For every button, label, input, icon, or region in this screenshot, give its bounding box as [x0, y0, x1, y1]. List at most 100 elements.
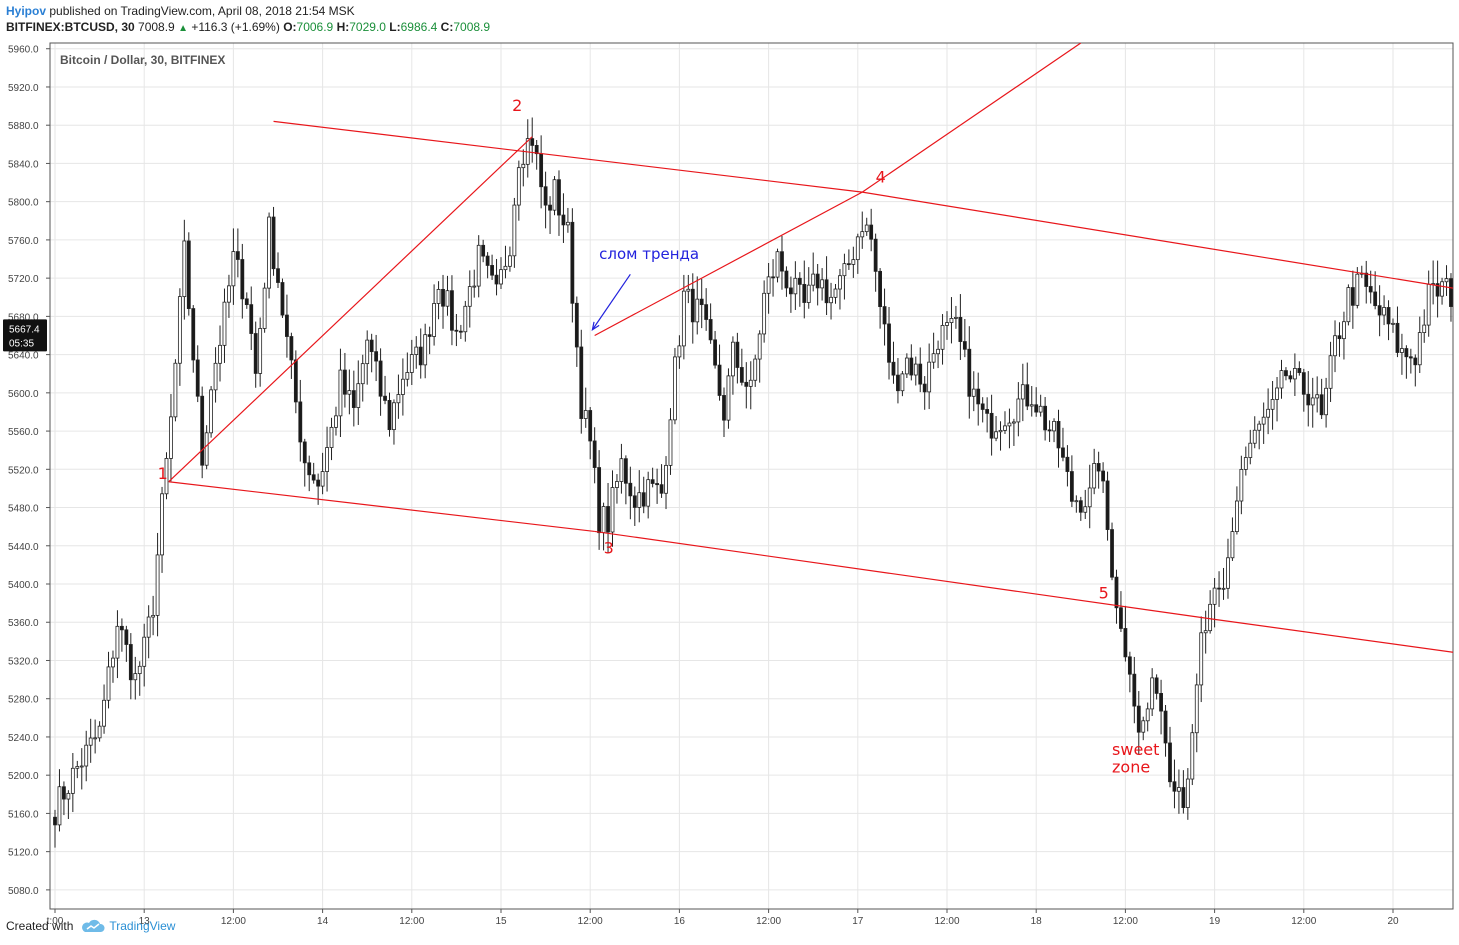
candle-body [726, 375, 731, 421]
tradingview-logo-link[interactable]: TradingView [81, 919, 175, 933]
candle-body [293, 359, 298, 403]
trendline[interactable] [861, 43, 1082, 193]
candle-body [797, 277, 802, 285]
trendline[interactable] [273, 120, 863, 193]
y-tick-label: 5280.0 [8, 695, 39, 706]
candle-body [1016, 398, 1021, 423]
candle-body [1078, 500, 1083, 513]
candle-body [57, 786, 62, 826]
candle-body [887, 323, 891, 363]
candle-body [427, 334, 432, 337]
candle-body [1123, 628, 1128, 658]
candle-body [177, 296, 182, 364]
candle-body [601, 506, 606, 534]
price-badge-countdown: 05:35 [9, 338, 34, 349]
candle-body [1025, 384, 1030, 407]
candle-body [998, 429, 1003, 433]
candle-body [722, 395, 726, 421]
candle-body [1065, 456, 1070, 472]
time-axis[interactable]: t:00 13 12:00 14 12:00 15 12:00 16 12:00 17 12:00 1… [47, 909, 1399, 927]
candle-body [1297, 368, 1302, 374]
trendline[interactable] [862, 191, 1459, 300]
x-tick-label: 17 [852, 916, 864, 927]
candle-body [1239, 469, 1244, 502]
candle-body [606, 506, 610, 533]
candle-body [227, 285, 231, 303]
trendline[interactable] [594, 530, 1215, 620]
x-tick-label: 16 [674, 916, 686, 927]
candle-body [1257, 423, 1262, 431]
y-tick-label: 5840.0 [8, 159, 39, 170]
candle-body [70, 767, 75, 794]
candle-body [690, 288, 695, 323]
trendline[interactable] [168, 481, 595, 533]
candle-body [1150, 677, 1155, 710]
candle-body [976, 388, 981, 405]
candle-body [1190, 732, 1195, 780]
trendline[interactable] [1214, 618, 1459, 662]
candle-body [142, 636, 147, 667]
candle-body [632, 495, 637, 508]
candle-body [360, 363, 365, 385]
candle-body [204, 432, 209, 466]
candle-body [860, 231, 865, 238]
candle-body [485, 255, 490, 266]
candle-body [302, 441, 307, 464]
candle-body [1029, 404, 1034, 407]
candle-body [1226, 557, 1230, 589]
candle-body [463, 305, 468, 333]
candle-body [387, 400, 392, 431]
candle-body [356, 383, 361, 408]
close-value: 7008.9 [453, 20, 491, 34]
candle-body [1275, 387, 1279, 400]
candle-body [936, 348, 940, 355]
candle-body [271, 216, 276, 270]
low-value: 6986.4 [400, 20, 438, 34]
trendline[interactable] [594, 191, 863, 337]
candle-body [102, 699, 106, 727]
candle-body [931, 353, 936, 363]
chart-grid [50, 43, 1453, 909]
candle-body [1127, 656, 1132, 675]
candlestick-series [53, 117, 1453, 848]
candle-body [351, 390, 356, 408]
annotation-label: 4 [876, 168, 886, 187]
candle-body [133, 673, 138, 681]
author-link[interactable]: Hyipov [6, 4, 47, 18]
candle-body [218, 344, 222, 364]
candle-body [1315, 394, 1320, 399]
candle-body [735, 341, 740, 368]
price-change: +116.3 (+1.69%) [191, 20, 280, 34]
x-tick-label: 12:00 [221, 916, 246, 927]
candle-body [793, 277, 798, 295]
candle-body [771, 276, 775, 279]
trendline[interactable] [168, 136, 533, 483]
candle-body [615, 481, 619, 488]
candle-body [369, 339, 374, 353]
candle-body [347, 390, 352, 395]
candle-body [334, 415, 338, 428]
candle-body [1252, 429, 1257, 444]
candle-body [128, 644, 133, 681]
trendlines[interactable] [168, 43, 1459, 662]
y-tick-label: 5200.0 [8, 771, 39, 782]
candle-body [958, 316, 963, 342]
candle-body [610, 487, 615, 533]
candle-body [97, 725, 102, 739]
candle-body [1270, 399, 1275, 410]
candle-body [1101, 470, 1105, 482]
candle-body [597, 467, 602, 534]
candle-body [378, 360, 383, 397]
candle-body [1319, 394, 1324, 416]
candle-body [1141, 720, 1146, 733]
candle-body [1364, 272, 1369, 287]
annotation-label: 3 [604, 538, 614, 557]
price-axis[interactable]: 5960.0 5920.0 5880.0 5840.0 5800.0 5760.0 5720… [8, 45, 50, 897]
candle-body [713, 339, 717, 366]
candle-body [954, 316, 958, 319]
candle-body [1034, 404, 1039, 413]
candle-body [659, 484, 664, 494]
arrow-head-icon [591, 321, 600, 332]
y-tick-label: 5720.0 [8, 274, 39, 285]
